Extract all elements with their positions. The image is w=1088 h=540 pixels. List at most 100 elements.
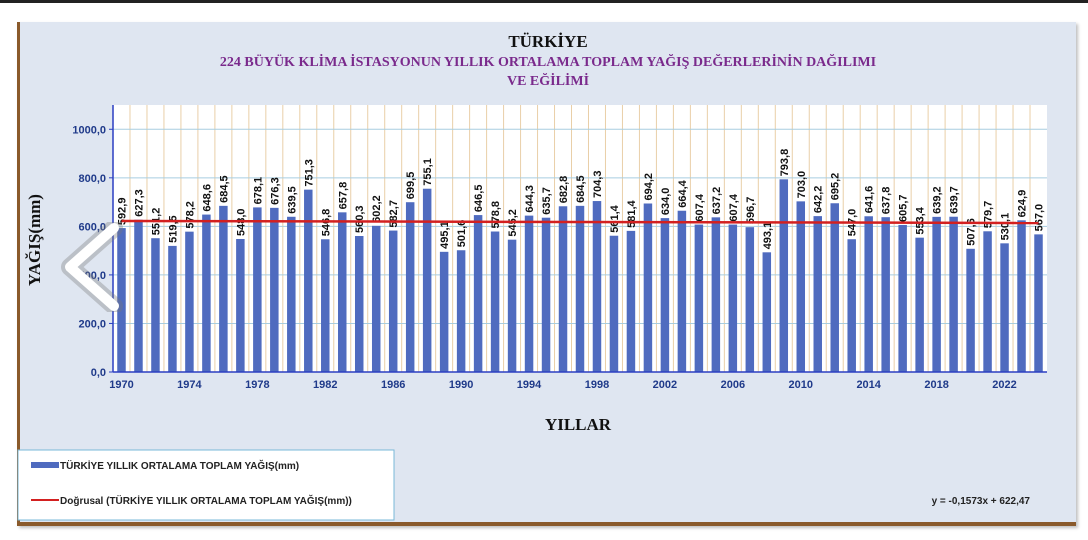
data-label-1970: 592,9 <box>116 198 128 226</box>
data-label-1992: 578,8 <box>490 201 502 229</box>
data-label-1986: 582,7 <box>388 200 400 228</box>
data-label-2011: 642,2 <box>813 186 825 214</box>
bar-2019 <box>949 216 958 372</box>
data-label-1988: 755,1 <box>422 158 434 186</box>
x-tick-label: 1990 <box>449 379 473 391</box>
x-tick-label: 1998 <box>585 379 609 391</box>
bar-2013 <box>847 239 856 372</box>
bar-1974 <box>185 231 194 372</box>
data-label-1971: 627,3 <box>133 189 145 217</box>
x-tick-label: 1986 <box>381 379 405 391</box>
bar-2015 <box>881 217 890 372</box>
x-tick-label: 1994 <box>517 379 542 391</box>
data-label-1995: 635,7 <box>541 187 553 215</box>
x-tick-label: 2014 <box>856 379 881 391</box>
bar-1978 <box>253 207 262 372</box>
data-label-1991: 646,5 <box>473 185 485 213</box>
x-tick-label: 2006 <box>721 379 745 391</box>
bar-1992 <box>490 231 500 372</box>
data-label-1974: 578,2 <box>184 201 196 229</box>
data-label-2016: 605,7 <box>898 194 910 222</box>
data-label-1996: 682,8 <box>558 176 570 204</box>
data-label-2017: 553,4 <box>915 206 927 234</box>
legend-bar-label: TÜRKİYE YILLIK ORTALAMA TOPLAM YAĞIŞ(mm) <box>60 459 299 472</box>
legend-bar-swatch <box>31 462 59 468</box>
bar-1990 <box>456 250 466 372</box>
data-label-2006: 607,4 <box>728 193 740 221</box>
trend-equation: y = -0,1573x + 622,47 <box>932 496 1031 507</box>
bar-2006 <box>728 224 738 372</box>
bar-1980 <box>287 216 296 372</box>
data-label-2009: 793,8 <box>779 149 791 177</box>
data-label-2010: 703,0 <box>796 171 808 199</box>
bar-1999 <box>609 235 619 372</box>
bar-1981 <box>304 189 313 372</box>
bar-1973 <box>168 245 177 372</box>
data-label-1985: 602,2 <box>371 195 383 223</box>
data-label-1979: 676,3 <box>269 177 281 205</box>
x-tick-label: 1970 <box>109 379 133 391</box>
bar-2004 <box>694 224 704 372</box>
x-tick-label: 1982 <box>313 379 337 391</box>
legend-trend-label: Doğrusal (TÜRKİYE YILLIK ORTALAMA TOPLAM… <box>60 494 352 507</box>
bar-1976 <box>219 205 228 372</box>
data-label-2001: 694,2 <box>643 173 655 201</box>
data-label-1989: 495,1 <box>439 221 451 249</box>
bar-2020 <box>966 248 975 372</box>
bar-2016 <box>898 224 907 372</box>
y-tick-label: 0,0 <box>91 367 106 379</box>
data-label-1994: 644,3 <box>524 185 536 213</box>
data-label-2020: 507,6 <box>966 218 978 246</box>
data-label-2008: 493,1 <box>762 222 774 250</box>
data-label-2007: 596,7 <box>745 197 757 225</box>
bar-1983 <box>338 212 347 372</box>
y-axis-title: YAĞIŞ(mm) <box>25 194 44 286</box>
data-label-2018: 639,2 <box>932 186 944 214</box>
bar-1982 <box>321 239 330 372</box>
bar-2002 <box>660 218 670 372</box>
x-tick-label: 1974 <box>177 379 202 391</box>
data-label-1998: 704,3 <box>592 171 604 199</box>
y-tick-label: 600,0 <box>78 221 106 233</box>
top-border <box>0 0 1088 3</box>
bar-1997 <box>575 205 585 372</box>
bar-1979 <box>270 207 279 372</box>
x-axis-title: YILLAR <box>545 415 612 434</box>
data-label-2015: 637,8 <box>881 187 893 215</box>
data-label-2002: 634,0 <box>660 188 672 216</box>
x-tick-label: 2010 <box>789 379 813 391</box>
x-tick-label: 2002 <box>653 379 677 391</box>
data-label-1981: 751,3 <box>303 159 315 187</box>
bar-2003 <box>677 210 687 372</box>
data-label-2023: 624,9 <box>1017 190 1029 218</box>
x-tick-label: 1978 <box>245 379 269 391</box>
data-label-1980: 639,5 <box>286 186 298 214</box>
chart-subtitle-line-2: VE EĞİLİMİ <box>507 72 589 89</box>
data-label-1984: 560,3 <box>354 205 366 233</box>
bar-2008 <box>762 252 772 372</box>
data-label-2005: 637,2 <box>711 187 723 215</box>
y-tick-label: 800,0 <box>78 173 106 185</box>
bar-1998 <box>592 201 602 372</box>
bar-2001 <box>643 203 653 372</box>
y-tick-label: 1000,0 <box>72 124 106 136</box>
bar-1977 <box>236 238 245 372</box>
bar-1989 <box>439 251 449 372</box>
bar-1984 <box>354 235 364 372</box>
bar-2017 <box>915 237 924 372</box>
data-label-1990: 501,6 <box>456 220 468 248</box>
bar-2014 <box>864 216 873 372</box>
bar-1985 <box>371 225 381 372</box>
x-tick-label: 2018 <box>924 379 948 391</box>
bar-1970 <box>117 228 126 372</box>
data-label-1997: 684,5 <box>575 175 587 203</box>
back-arrow-icon[interactable] <box>48 222 128 312</box>
bar-1988 <box>422 188 432 372</box>
data-label-2000: 581,4 <box>626 199 638 227</box>
bar-1975 <box>202 214 211 372</box>
legend-box <box>17 449 395 521</box>
chart-title: TÜRKİYE <box>508 32 587 51</box>
bar-2010 <box>796 201 806 372</box>
data-label-2004: 607,4 <box>694 193 706 221</box>
